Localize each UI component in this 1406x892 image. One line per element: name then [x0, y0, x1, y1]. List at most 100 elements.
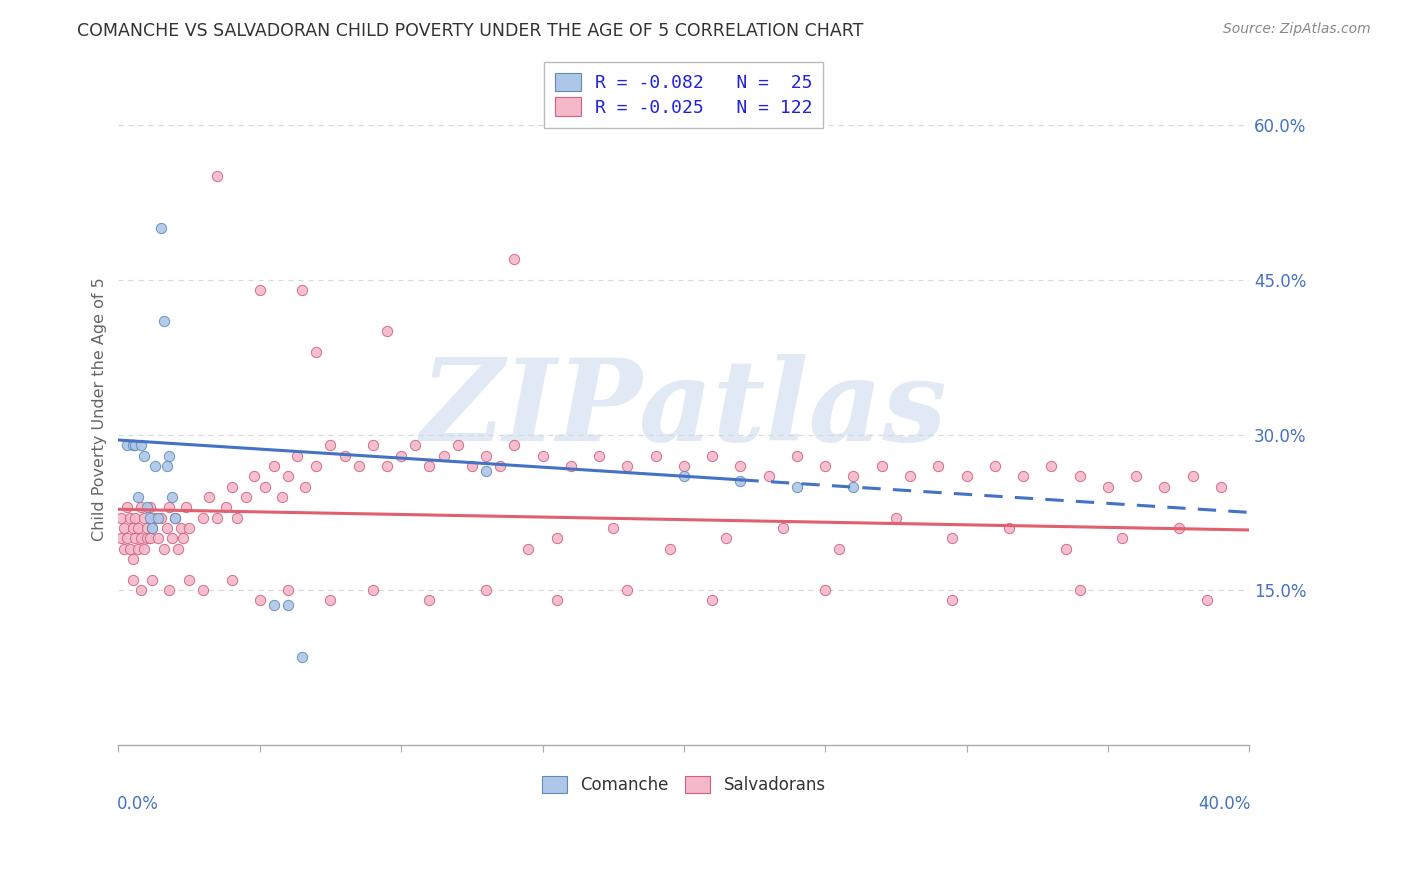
Point [700, 449, 723, 463]
Point [560, 458, 582, 473]
Point [132, 510, 155, 524]
Point [447, 438, 470, 452]
Point [207, 510, 229, 524]
Point [160, 490, 183, 504]
Point [1195, 593, 1218, 607]
Point [814, 458, 837, 473]
Point [235, 490, 257, 504]
Point [375, 325, 398, 339]
Point [110, 531, 132, 545]
Point [149, 510, 172, 524]
Point [1069, 582, 1091, 597]
Point [644, 449, 666, 463]
Point [503, 252, 526, 266]
Point [291, 650, 314, 665]
Point [121, 573, 143, 587]
Point [129, 438, 152, 452]
Point [786, 449, 808, 463]
Point [285, 449, 308, 463]
Point [277, 582, 299, 597]
Point [294, 479, 316, 493]
Point [616, 582, 638, 597]
Point [1209, 479, 1232, 493]
Point [305, 345, 328, 359]
Point [475, 464, 498, 478]
Point [730, 458, 752, 473]
Point [772, 521, 794, 535]
Point [672, 469, 695, 483]
Point [157, 500, 180, 515]
Point [135, 521, 157, 535]
Point [166, 541, 188, 556]
Point [842, 479, 865, 493]
Point [141, 521, 163, 535]
Point [115, 500, 138, 515]
Point [141, 521, 163, 535]
Point [517, 541, 540, 556]
Point [263, 458, 285, 473]
Point [127, 490, 149, 504]
Point [730, 475, 752, 489]
Point [1040, 458, 1063, 473]
Point [121, 552, 143, 566]
Point [146, 531, 169, 545]
Point [129, 582, 152, 597]
Point [432, 449, 454, 463]
Point [828, 541, 851, 556]
Point [157, 449, 180, 463]
Point [138, 510, 160, 524]
Point [418, 458, 440, 473]
Point [169, 521, 191, 535]
Point [588, 449, 610, 463]
Point [786, 479, 808, 493]
Point [143, 458, 166, 473]
Point [172, 531, 194, 545]
Point [127, 521, 149, 535]
Text: 0.0%: 0.0% [117, 796, 159, 814]
Point [115, 531, 138, 545]
Point [155, 521, 177, 535]
Point [152, 314, 174, 328]
Point [1125, 469, 1147, 483]
Point [941, 593, 963, 607]
Point [179, 573, 201, 587]
Point [118, 541, 141, 556]
Point [404, 438, 426, 452]
Point [546, 531, 568, 545]
Point [941, 531, 963, 545]
Point [135, 531, 157, 545]
Point [135, 500, 157, 515]
Point [243, 469, 266, 483]
Point [602, 521, 624, 535]
Point [127, 541, 149, 556]
Point [143, 510, 166, 524]
Point [475, 582, 498, 597]
Point [124, 531, 146, 545]
Point [842, 469, 865, 483]
Point [155, 458, 177, 473]
Point [121, 438, 143, 452]
Point [361, 582, 384, 597]
Point [1012, 469, 1035, 483]
Point [291, 283, 314, 297]
Point [305, 458, 328, 473]
Point [475, 449, 498, 463]
Text: 40.0%: 40.0% [1198, 796, 1250, 814]
Point [333, 449, 356, 463]
Point [1069, 469, 1091, 483]
Point [146, 510, 169, 524]
Point [672, 458, 695, 473]
Point [271, 490, 294, 504]
Point [124, 510, 146, 524]
Point [115, 438, 138, 452]
Point [531, 449, 554, 463]
Point [138, 531, 160, 545]
Point [1054, 541, 1077, 556]
Point [546, 593, 568, 607]
Point [758, 469, 780, 483]
Point [163, 510, 186, 524]
Point [418, 593, 440, 607]
Point [226, 510, 249, 524]
Text: Source: ZipAtlas.com: Source: ZipAtlas.com [1223, 22, 1371, 37]
Point [141, 573, 163, 587]
